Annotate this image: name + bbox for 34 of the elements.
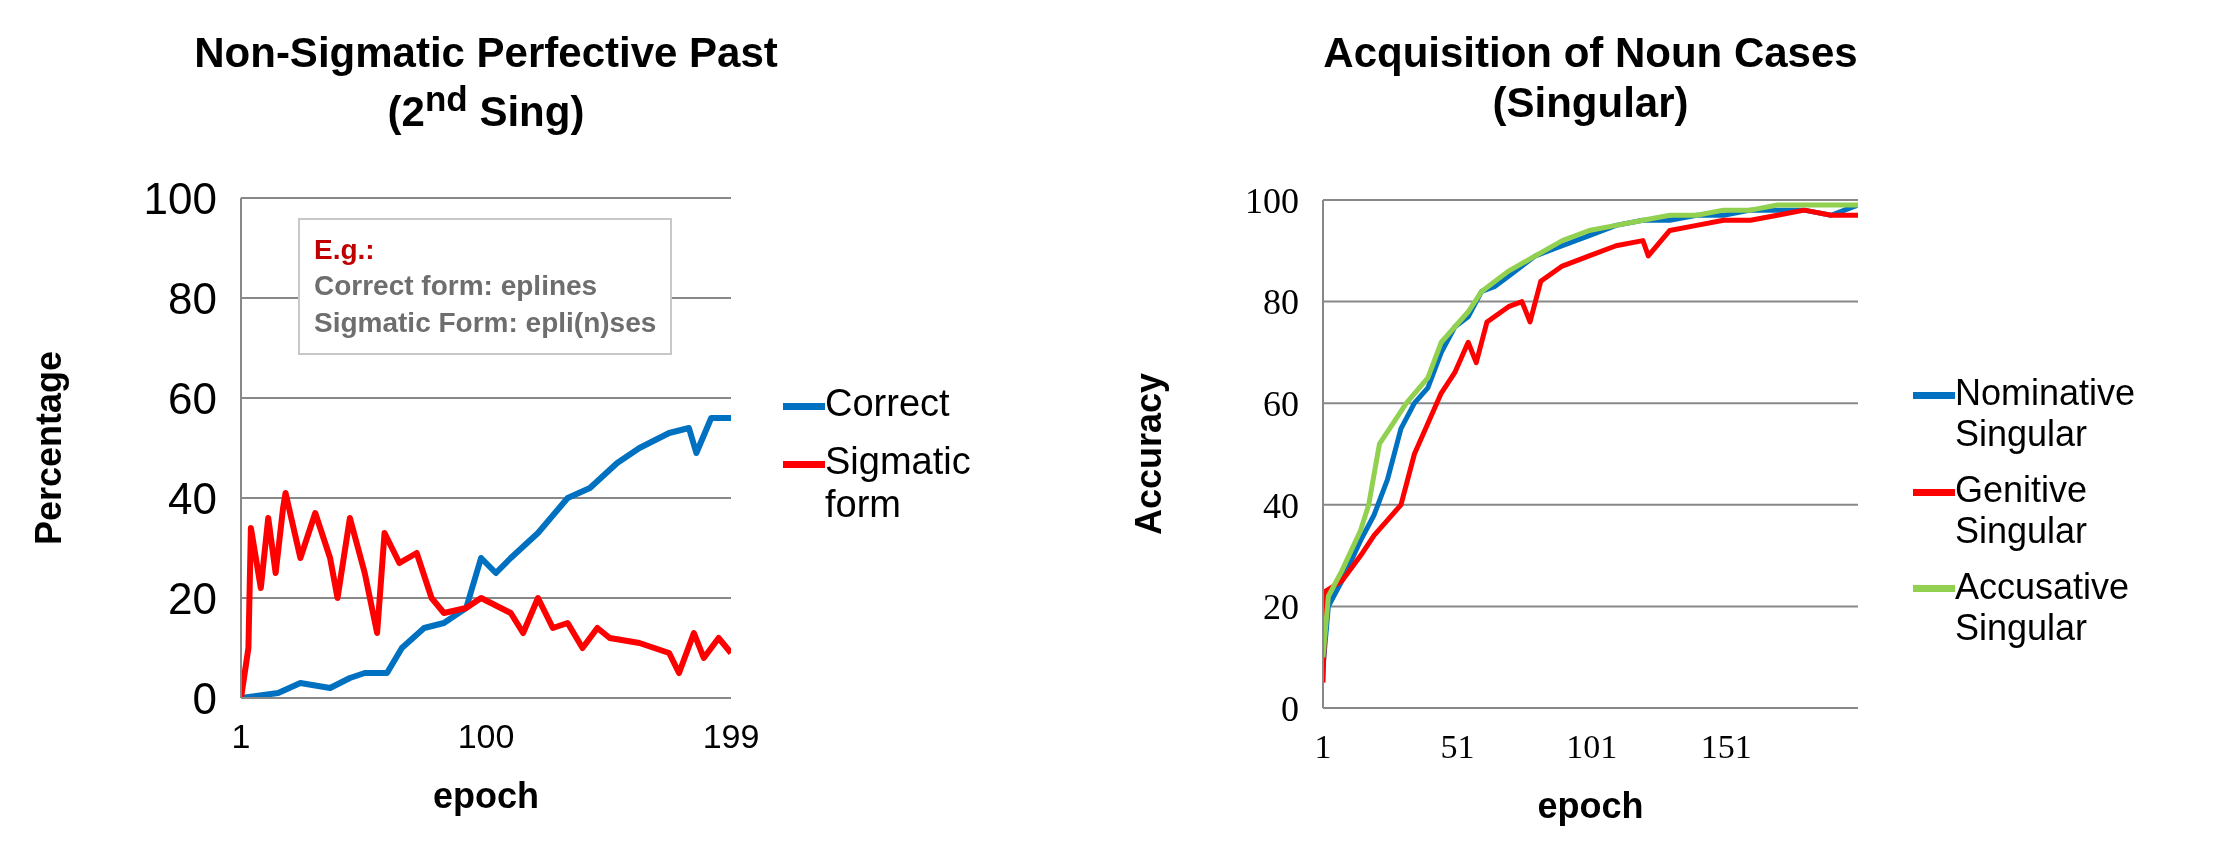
x-tick-label: 101 (1566, 728, 1618, 766)
annotation: E.g.: (314, 233, 376, 267)
y-tick-label: 20 (168, 573, 217, 623)
x-tick-label: 100 (457, 717, 515, 756)
y-tick-label: 0 (1281, 688, 1299, 729)
legend-label: Correct (825, 382, 950, 426)
x-tick-label: 151 (1700, 728, 1752, 766)
y-tick-label: 100 (1245, 180, 1299, 221)
y-tick-label: 60 (1263, 383, 1299, 424)
x-tick-label: 1 (231, 717, 251, 756)
y-axis-title: Percentage (27, 350, 69, 546)
chart-title: Non-Sigmatic Perfective Past (2$^{nd}$ Sing) (193, 28, 779, 138)
y-tick-label: 40 (168, 473, 217, 523)
x-axis-title: epoch (1537, 785, 1644, 826)
annotation: Sigmatic Form: epli(n)ses (314, 305, 657, 340)
legend-label: Sigmatic form (825, 439, 972, 528)
y-tick-label: 40 (1263, 485, 1299, 526)
chart-title: Acquisition of Noun Cases (Singular) (1322, 28, 1859, 129)
legend-label: Nominative Singular (1955, 372, 2137, 455)
x-tick-label: 199 (702, 717, 760, 756)
legend-label: Genitive Singular (1955, 468, 2089, 552)
x-tick-label: 51 (1440, 728, 1475, 766)
annotation: Correct form: eplines (314, 269, 599, 304)
y-tick-label: 100 (143, 173, 217, 223)
y-tick-label: 60 (168, 373, 217, 423)
y-tick-label: 80 (1263, 282, 1299, 323)
example-note-box: E.g.: Correct form: eplines Sigmatic Form: epli(n)ses (298, 218, 673, 356)
legend-label: Accusative Singular (1955, 565, 2131, 649)
y-axis-title: Accuracy (1127, 372, 1169, 536)
x-axis-title: epoch (432, 775, 540, 816)
y-tick-label: 20 (1263, 587, 1299, 628)
y-tick-label: 80 (168, 273, 217, 323)
y-tick-label: 0 (192, 673, 217, 723)
x-tick-label: 1 (1314, 728, 1332, 766)
